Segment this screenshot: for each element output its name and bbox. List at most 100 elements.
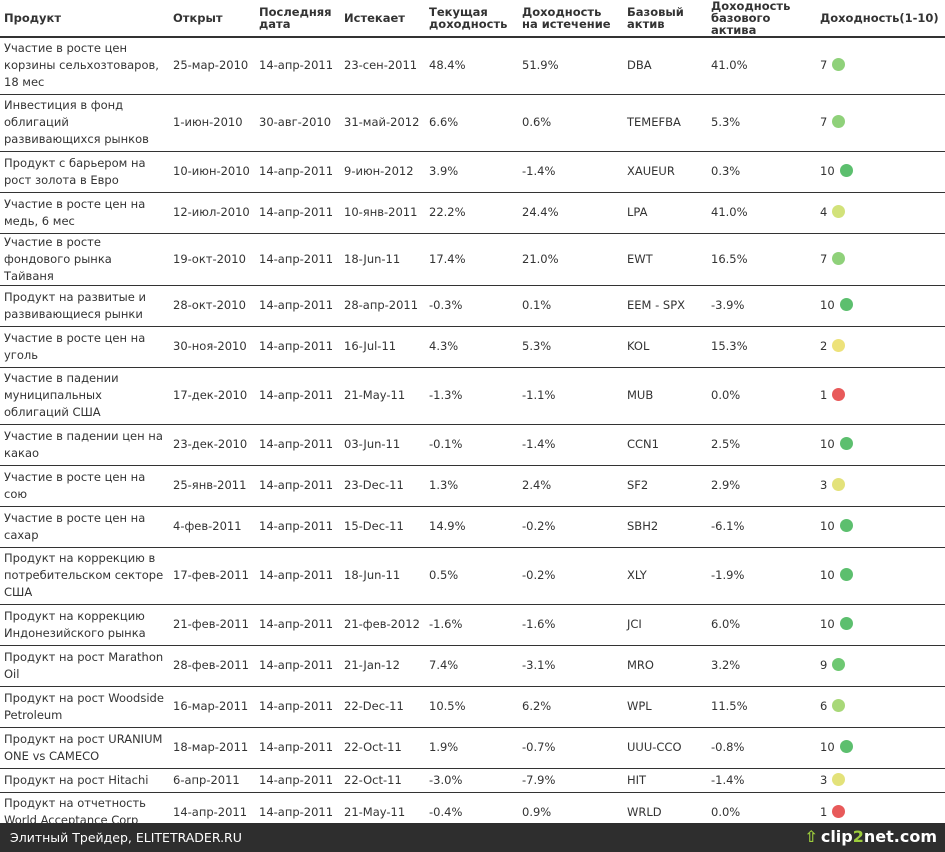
score-value: 10 xyxy=(820,617,835,631)
row-expiry-yield: -1.4% xyxy=(518,424,623,466)
row-last-date: 14-апр-2011 xyxy=(255,727,340,769)
row-asset-yield: 3.2% xyxy=(707,645,816,687)
row-score: 10 xyxy=(816,424,945,466)
table-row: Продукт на коррекцию Индонезийского рынк… xyxy=(0,604,945,646)
table-row: Участие в росте цен на сахар 4-фев-2011 14… xyxy=(0,506,945,548)
row-expiry-yield: -0.2% xyxy=(518,506,623,548)
row-expires: 22-Oct-11 xyxy=(340,768,425,793)
row-score: 10 xyxy=(816,547,945,605)
score-indicator-icon xyxy=(839,617,853,630)
row-asset-yield: 41.0% xyxy=(707,37,816,95)
row-asset-yield: 0.3% xyxy=(707,151,816,193)
score-indicator-icon xyxy=(832,804,846,818)
row-opened: 25-мар-2010 xyxy=(169,37,255,95)
score-indicator-icon xyxy=(832,339,846,352)
score-value: 1 xyxy=(820,804,828,819)
row-current-yield: 1.3% xyxy=(425,465,518,507)
row-expires: 10-янв-2011 xyxy=(340,192,425,234)
row-last-date: 14-апр-2011 xyxy=(255,424,340,466)
row-asset: HIT xyxy=(623,768,707,793)
row-asset: DBA xyxy=(623,37,707,95)
row-last-date: 14-апр-2011 xyxy=(255,192,340,234)
row-expires: 16-Jul-11 xyxy=(340,326,425,368)
row-score: 7 xyxy=(816,94,945,152)
row-product: Участие в росте фондового рынка Тайваня xyxy=(0,233,169,286)
header-expires: Истекает xyxy=(340,0,425,38)
row-opened: 18-мар-2011 xyxy=(169,727,255,769)
row-last-date: 14-апр-2011 xyxy=(255,465,340,507)
header-current-yield: Текущая доходность xyxy=(425,0,518,38)
row-score: 4 xyxy=(816,192,945,234)
row-last-date: 14-апр-2011 xyxy=(255,151,340,193)
header-score: Доходность(1-10) xyxy=(816,0,945,38)
header-product: Продукт xyxy=(0,0,169,38)
row-opened: 10-июн-2010 xyxy=(169,151,255,193)
table-row: Участие в росте цен на сою 25-янв-2011 14-… xyxy=(0,465,945,507)
row-score: 9 xyxy=(816,645,945,687)
row-asset: LPA xyxy=(623,192,707,234)
table-row: Продукт на рост Marathon Oil 28-фев-2011 1… xyxy=(0,645,945,687)
table-row: Продукт на развитые и развивающиеся рынк… xyxy=(0,285,945,327)
row-score: 10 xyxy=(816,727,945,769)
row-asset-yield: -6.1% xyxy=(707,506,816,548)
score-value: 10 xyxy=(820,568,835,582)
row-current-yield: 22.2% xyxy=(425,192,518,234)
row-asset-yield: 11.5% xyxy=(707,686,816,728)
row-asset-yield: 41.0% xyxy=(707,192,816,234)
row-asset-yield: 5.3% xyxy=(707,94,816,152)
row-expires: 31-май-2012 xyxy=(340,94,425,152)
row-expires: 23-сен-2011 xyxy=(340,37,425,95)
score-indicator-icon xyxy=(839,740,853,753)
row-expiry-yield: -1.1% xyxy=(518,367,623,425)
row-asset-yield: 15.3% xyxy=(707,326,816,368)
header-last-date: Последняя дата xyxy=(255,0,340,38)
row-asset: KOL xyxy=(623,326,707,368)
row-expiry-yield: 0.6% xyxy=(518,94,623,152)
row-opened: 17-фев-2011 xyxy=(169,547,255,605)
score-value: 10 xyxy=(820,298,835,312)
row-product: Участие в росте цен на сою xyxy=(0,465,169,507)
row-score: 10 xyxy=(816,604,945,646)
row-current-yield: -0.3% xyxy=(425,285,518,327)
row-expiry-yield: 6.2% xyxy=(518,686,623,728)
row-score: 7 xyxy=(816,37,945,95)
score-indicator-icon xyxy=(832,699,846,712)
score-indicator-icon xyxy=(832,58,846,72)
score-value: 7 xyxy=(820,58,828,73)
row-product: Продукт на коррекцию Индонезийского рынк… xyxy=(0,604,169,646)
row-current-yield: 0.5% xyxy=(425,547,518,605)
row-opened: 23-дек-2010 xyxy=(169,424,255,466)
score-value: 4 xyxy=(820,205,828,219)
row-expiry-yield: -1.6% xyxy=(518,604,623,646)
row-expiry-yield: 21.0% xyxy=(518,233,623,286)
row-last-date: 30-авг-2010 xyxy=(255,94,340,152)
row-current-yield: 4.3% xyxy=(425,326,518,368)
score-indicator-icon xyxy=(839,437,853,450)
row-current-yield: 48.4% xyxy=(425,37,518,95)
row-opened: 6-апр-2011 xyxy=(169,768,255,793)
table-body: Участие в росте цен корзины сельхозтовар… xyxy=(0,37,945,833)
row-asset-yield: 2.5% xyxy=(707,424,816,466)
row-asset-yield: -1.4% xyxy=(707,768,816,793)
row-expiry-yield: -0.7% xyxy=(518,727,623,769)
row-expiry-yield: -1.4% xyxy=(518,151,623,193)
row-asset: MRO xyxy=(623,645,707,687)
row-last-date: 14-апр-2011 xyxy=(255,768,340,793)
table-row: Продукт на рост URANIUM ONE vs CAMECO 18-… xyxy=(0,727,945,769)
row-expiry-yield: 0.1% xyxy=(518,285,623,327)
row-expiry-yield: 24.4% xyxy=(518,192,623,234)
row-score: 7 xyxy=(816,233,945,286)
row-current-yield: -1.6% xyxy=(425,604,518,646)
score-value: 1 xyxy=(820,388,828,402)
footer-source-text: Элитный Трейдер, ELITETRADER.RU xyxy=(10,830,242,845)
table-header-row: Продукт Открыт Последняя дата Истекает Т… xyxy=(0,0,945,38)
row-last-date: 14-апр-2011 xyxy=(255,645,340,687)
table-row: Инвестиция в фонд облигаций развивающихс… xyxy=(0,94,945,152)
row-expires: 18-Jun-11 xyxy=(340,233,425,286)
row-expires: 21-Jan-12 xyxy=(340,645,425,687)
row-asset-yield: 16.5% xyxy=(707,233,816,286)
score-value: 10 xyxy=(820,164,835,178)
row-product: Инвестиция в фонд облигаций развивающихс… xyxy=(0,94,169,152)
row-opened: 28-фев-2011 xyxy=(169,645,255,687)
clip2net-logo: ⇧ clip2net.com xyxy=(804,827,937,846)
